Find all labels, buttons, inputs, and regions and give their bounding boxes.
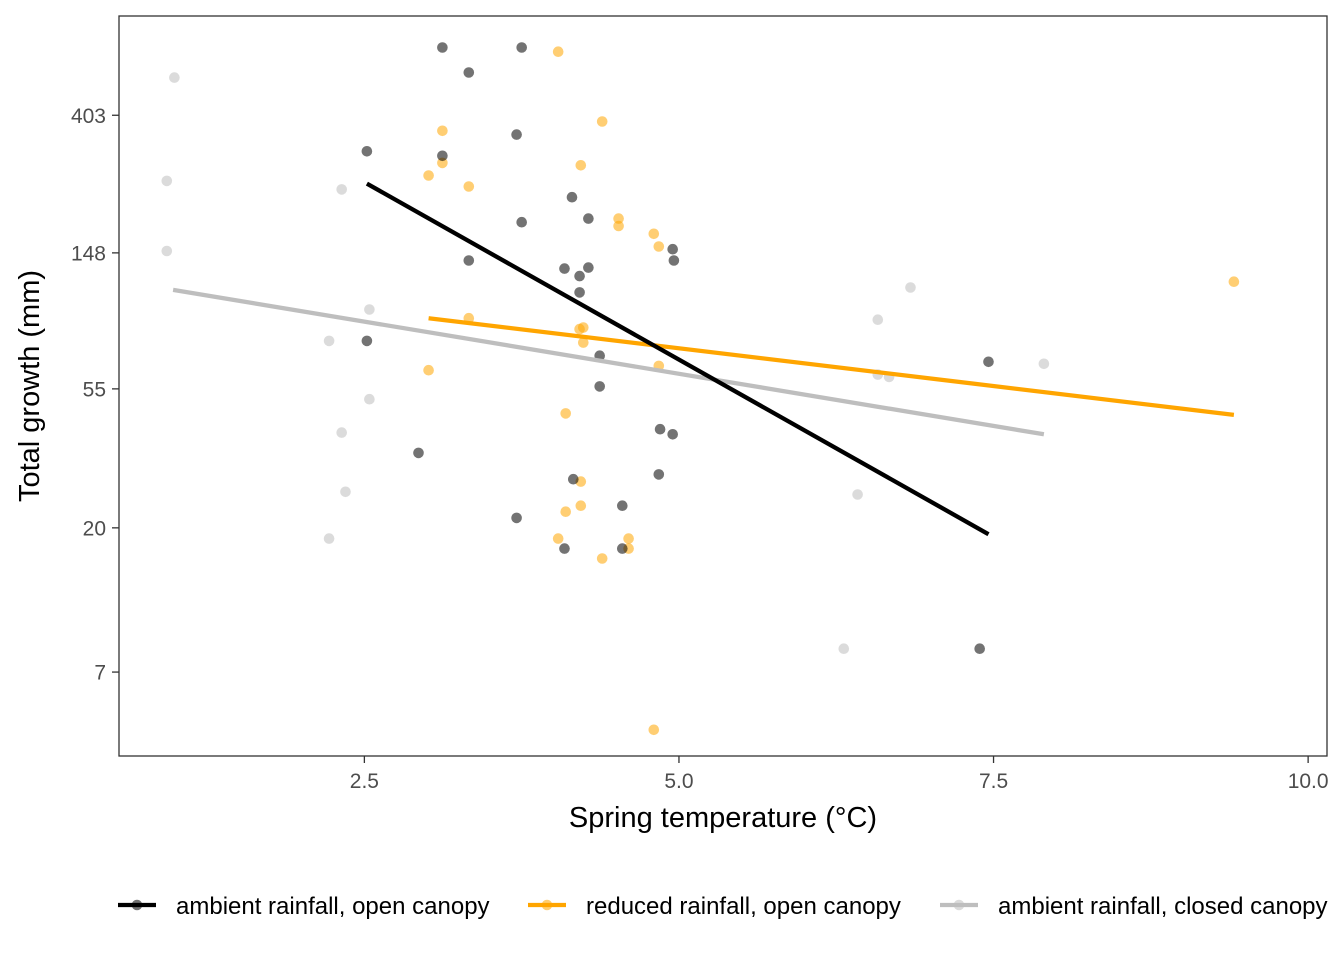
- data-point: [667, 243, 678, 255]
- data-point: [575, 500, 587, 512]
- data-point: [566, 191, 578, 203]
- data-point: [617, 543, 628, 554]
- data-point: [578, 337, 589, 348]
- data-point: [574, 270, 585, 282]
- data-point: [161, 175, 173, 187]
- legend: ambient rainfall, open canopy reduced rai…: [118, 893, 1328, 920]
- trend-line: [172, 287, 1045, 437]
- data-point: [654, 423, 666, 435]
- data-point: [413, 447, 424, 459]
- data-point: [668, 255, 680, 266]
- data-point: [361, 146, 373, 157]
- data-point: [364, 393, 375, 405]
- data-point: [653, 469, 665, 480]
- data-point: [575, 160, 587, 171]
- y-axis: 7 20 55 148 403: [71, 105, 119, 685]
- data-point: [594, 381, 605, 392]
- data-point: [559, 543, 570, 554]
- data-point: [648, 724, 660, 736]
- data-point: [361, 335, 373, 347]
- legend-label: reduced rainfall, open canopy: [586, 893, 901, 920]
- data-point: [574, 287, 585, 298]
- data-point: [872, 314, 884, 326]
- data-point: [340, 486, 351, 498]
- x-tick-label: 10.0: [1288, 770, 1329, 793]
- data-point: [511, 512, 522, 524]
- legend-label: ambient rainfall, closed canopy: [998, 893, 1328, 920]
- data-point: [648, 228, 660, 240]
- x-axis: 2.5 5.0 7.5 10.0: [350, 756, 1329, 793]
- data-point: [578, 322, 589, 333]
- legend-item: ambient rainfall, open canopy: [118, 893, 490, 920]
- data-point: [617, 500, 628, 512]
- data-point: [905, 282, 916, 293]
- data-point: [516, 42, 527, 53]
- data-point: [516, 216, 527, 228]
- data-point: [613, 220, 624, 232]
- data-point: [667, 429, 678, 440]
- legend-item: ambient rainfall, closed canopy: [940, 893, 1328, 920]
- y-tick-label: 55: [83, 378, 106, 401]
- x-tick-label: 7.5: [979, 770, 1008, 793]
- legend-key-point: [131, 899, 143, 911]
- data-point: [653, 241, 665, 252]
- data-point: [437, 150, 448, 162]
- data-point: [463, 255, 475, 266]
- data-point: [583, 262, 594, 273]
- data-point: [169, 72, 180, 83]
- data-point: [323, 533, 335, 544]
- legend-key-point: [953, 899, 965, 911]
- data-point: [552, 533, 564, 544]
- data-point: [161, 245, 173, 257]
- data-point: [974, 643, 985, 654]
- y-tick-label: 148: [71, 242, 106, 265]
- data-point: [364, 304, 375, 315]
- data-point: [336, 427, 348, 438]
- data-point: [323, 335, 335, 347]
- data-point: [613, 213, 624, 224]
- data-point: [852, 489, 863, 500]
- fit-lines-layer: [172, 181, 1235, 537]
- legend-label: ambient rainfall, open canopy: [176, 893, 490, 920]
- legend-item: reduced rainfall, open canopy: [528, 893, 901, 920]
- data-point: [336, 184, 348, 195]
- data-point: [596, 553, 608, 564]
- y-tick-label: 20: [83, 517, 106, 540]
- legend-key-point: [541, 899, 553, 911]
- data-point: [552, 46, 564, 57]
- data-point: [560, 506, 571, 517]
- data-point: [463, 181, 475, 192]
- trend-line: [428, 316, 1235, 418]
- data-point: [560, 408, 571, 419]
- data-point: [423, 364, 434, 376]
- data-point: [568, 473, 579, 485]
- y-axis-title: Total growth (mm): [14, 270, 46, 502]
- data-point: [838, 643, 850, 654]
- data-point: [511, 129, 522, 140]
- data-point: [596, 116, 608, 127]
- x-tick-label: 5.0: [664, 770, 693, 793]
- y-tick-label: 7: [94, 662, 106, 685]
- x-tick-label: 2.5: [350, 770, 379, 793]
- y-tick-label: 403: [71, 105, 106, 128]
- data-point: [423, 170, 434, 181]
- data-point: [437, 42, 448, 53]
- data-point: [559, 263, 570, 274]
- data-point: [463, 67, 475, 78]
- data-point: [983, 356, 994, 368]
- points-layer: [161, 42, 1240, 736]
- data-point: [437, 125, 448, 137]
- data-point: [623, 533, 634, 544]
- trend-line: [365, 181, 990, 537]
- data-point: [1038, 358, 1050, 370]
- data-point: [1228, 276, 1240, 288]
- data-point: [583, 213, 594, 224]
- x-axis-title: Spring temperature (°C): [569, 802, 877, 834]
